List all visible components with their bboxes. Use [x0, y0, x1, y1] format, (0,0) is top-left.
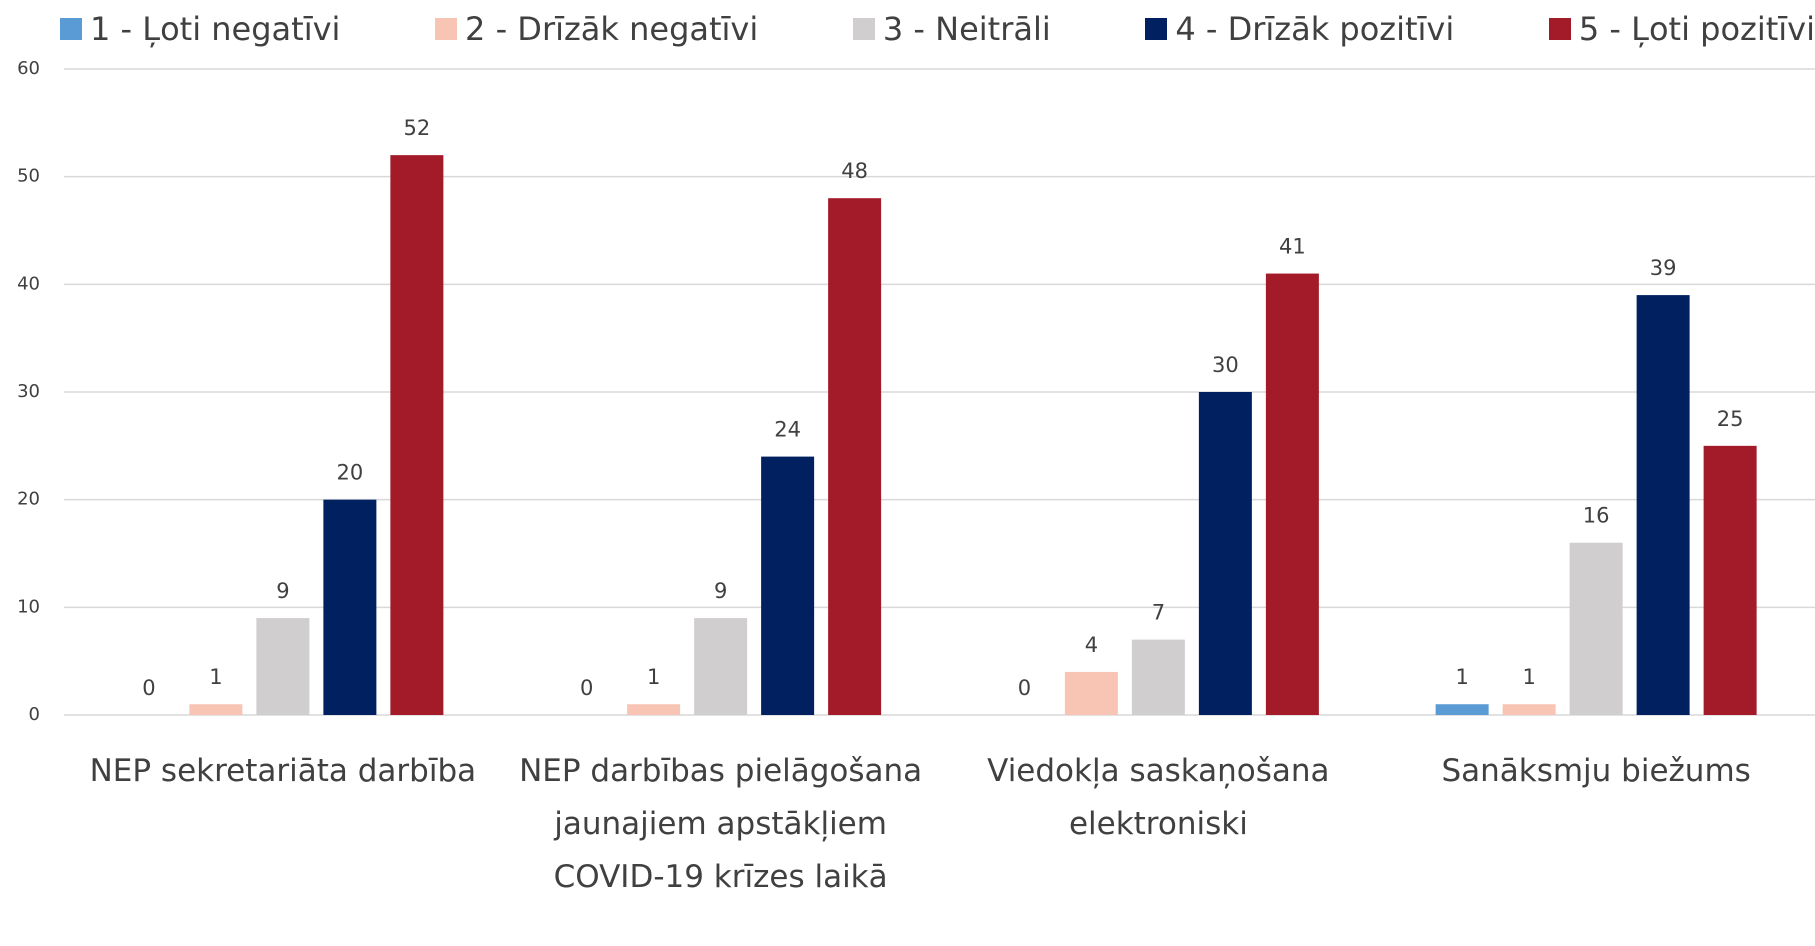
value-label: 9 — [276, 579, 289, 603]
bar — [694, 618, 748, 715]
legend-label: 4 - Drīzāk pozitīvi — [1175, 10, 1455, 48]
bar — [1569, 542, 1623, 715]
value-label: 9 — [714, 579, 727, 603]
bar — [1198, 392, 1252, 715]
value-label: 25 — [1717, 407, 1744, 431]
bar — [256, 618, 310, 715]
value-label: 39 — [1650, 256, 1677, 280]
value-label: 7 — [1152, 601, 1165, 625]
legend-swatch — [60, 18, 82, 40]
y-tick-label: 60 — [17, 58, 40, 79]
legend-item: 1 - Ļoti negatīvi — [60, 6, 340, 52]
value-label: 30 — [1212, 353, 1239, 377]
y-tick-label: 0 — [29, 704, 40, 725]
x-tick-label: NEP sekretariāta darbība — [89, 753, 477, 789]
bar — [323, 499, 377, 715]
x-tick-label: Sanāksmju biežums — [1441, 753, 1751, 789]
x-tick-label: NEP darbības pielāgošana jaunajiem apstā… — [519, 753, 923, 895]
bar — [1064, 671, 1118, 715]
legend-swatch — [852, 18, 875, 40]
value-label: 0 — [142, 676, 155, 700]
bar — [627, 704, 681, 715]
bar — [1636, 295, 1690, 715]
legend-label: 5 - Ļoti pozitīvi — [1578, 10, 1815, 48]
bar — [761, 456, 815, 715]
bar — [189, 704, 243, 715]
legend-item: 5 - Ļoti pozitīvi — [1548, 6, 1815, 52]
y-tick-label: 40 — [17, 273, 40, 294]
bar — [1703, 445, 1757, 715]
legend-label: 3 - Neitrāli — [882, 10, 1051, 48]
value-label: 48 — [841, 159, 868, 183]
value-label: 1 — [647, 665, 660, 689]
legend-swatch — [1548, 18, 1571, 40]
value-label: 1 — [1522, 665, 1535, 689]
legend-item: 3 - Neitrāli — [852, 6, 1051, 52]
value-label: 1 — [1455, 665, 1468, 689]
legend-swatch — [435, 18, 458, 40]
value-label: 0 — [580, 676, 593, 700]
y-tick-label: 30 — [17, 381, 40, 402]
bar — [1502, 704, 1556, 715]
legend-item: 2 - Drīzāk negatīvi — [435, 6, 758, 52]
value-label: 41 — [1279, 235, 1306, 259]
legend: 1 - Ļoti negatīvi 2 - Drīzāk negatīvi 3 - … — [60, 6, 1815, 52]
legend-label: 1 - Ļoti negatīvi — [90, 10, 341, 48]
bar — [1131, 639, 1185, 715]
value-label: 24 — [774, 418, 801, 442]
value-label: 0 — [1018, 676, 1031, 700]
value-label: 20 — [337, 461, 364, 485]
value-label: 16 — [1583, 504, 1610, 528]
x-tick-label: Viedokļa saskaņošana elektroniski — [987, 753, 1330, 842]
y-tick-label: 50 — [17, 166, 40, 187]
bar — [828, 198, 882, 715]
bar — [1265, 273, 1319, 715]
bar — [390, 155, 444, 716]
y-tick-label: 10 — [17, 596, 40, 617]
value-label: 52 — [404, 116, 431, 140]
bar — [1435, 704, 1489, 715]
value-label: 1 — [209, 665, 222, 689]
legend-label: 2 - Drīzāk negatīvi — [465, 10, 759, 48]
legend-item: 4 - Drīzāk pozitīvi — [1145, 6, 1454, 52]
legend-swatch — [1145, 18, 1168, 40]
y-tick-label: 20 — [17, 489, 40, 510]
value-label: 4 — [1085, 633, 1098, 657]
